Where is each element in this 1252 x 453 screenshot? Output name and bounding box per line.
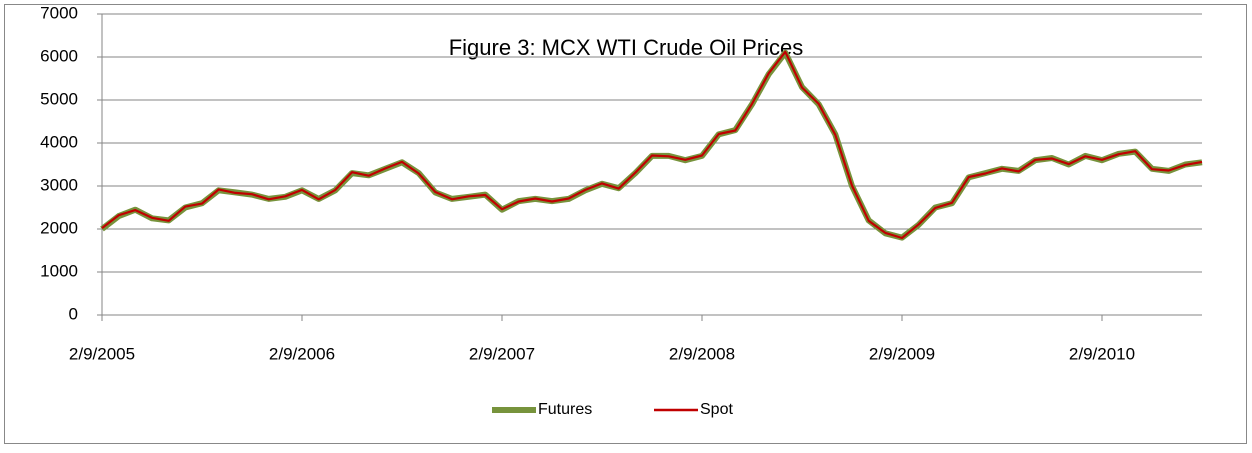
x-tick-label: 2/9/2009 bbox=[869, 344, 935, 363]
chart-frame bbox=[4, 4, 1247, 444]
y-tick-label: 7000 bbox=[40, 3, 78, 22]
x-tick-label: 2/9/2008 bbox=[669, 344, 735, 363]
series-line bbox=[101, 50, 1203, 240]
x-tick-label: 2/9/2006 bbox=[269, 344, 335, 363]
y-tick-label: 1000 bbox=[40, 261, 78, 280]
y-tick-label: 6000 bbox=[40, 46, 78, 65]
y-tick-label: 2000 bbox=[40, 218, 78, 237]
legend-label: Spot bbox=[700, 401, 733, 418]
legend-label: Futures bbox=[538, 401, 592, 418]
y-tick-label: 5000 bbox=[40, 89, 78, 108]
y-tick-label: 3000 bbox=[40, 175, 78, 194]
chart-title: Figure 3: MCX WTI Crude Oil Prices bbox=[449, 35, 804, 60]
x-tick-label: 2/9/2005 bbox=[69, 344, 135, 363]
x-tick-label: 2/9/2007 bbox=[469, 344, 535, 363]
y-tick-label: 0 bbox=[69, 304, 78, 323]
y-tick-label: 4000 bbox=[40, 132, 78, 151]
x-tick-label: 2/9/2010 bbox=[1069, 344, 1135, 363]
